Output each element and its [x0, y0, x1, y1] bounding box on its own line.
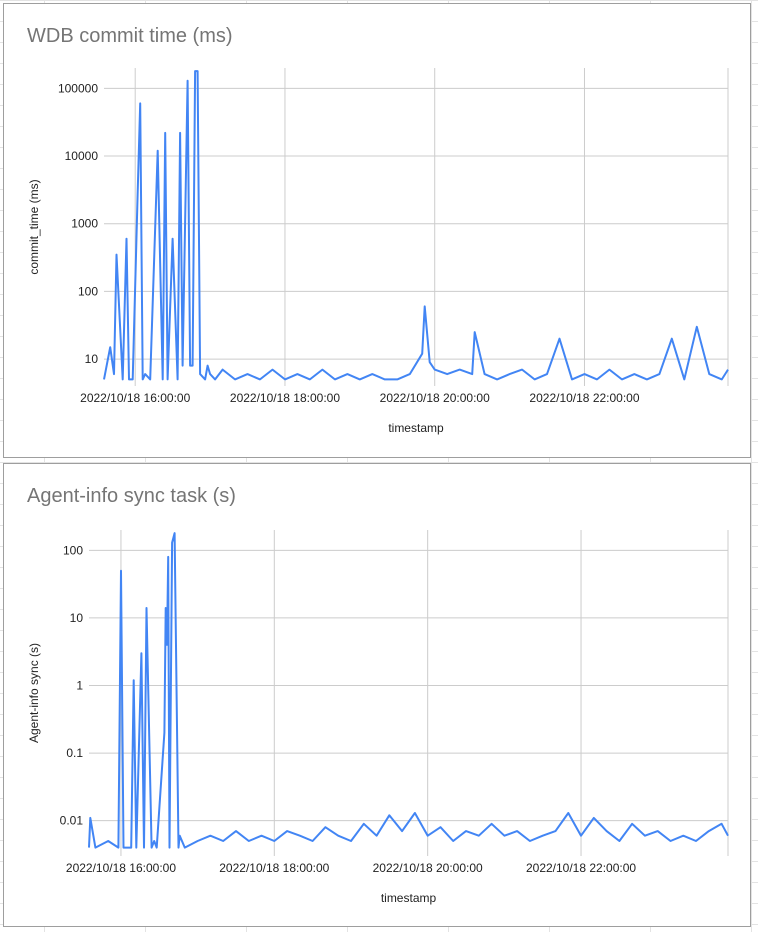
y-tick-label: 10: [85, 352, 99, 366]
y-tick-label: 1: [76, 679, 83, 693]
agent-info-chart: Agent-info sync task (s) 0.01 0.1 1 10 100 20…: [3, 463, 751, 927]
y-tick-label: 100: [63, 543, 83, 557]
x-tick-label: 2022/10/18 16:00:00: [80, 391, 190, 405]
agent-info-plot: 0.01 0.1 1 10 100 2022/10/18 16:00:00 2022/10/…: [27, 530, 729, 905]
y-axis-title: commit_time (ms): [27, 179, 41, 274]
y-tick-label: 100: [78, 284, 98, 298]
commit-time-chart: WDB commit time (ms) 10 100 1000 10000 10000…: [3, 3, 751, 458]
x-tick-label: 2022/10/18 18:00:00: [230, 391, 340, 405]
x-axis-title: timestamp: [388, 421, 444, 435]
y-tick-label: 10000: [65, 149, 99, 163]
y-tick-label: 10: [70, 611, 84, 625]
y-tick-label: 0.1: [66, 746, 83, 760]
series-line: [103, 70, 729, 381]
chart-title: WDB commit time (ms): [27, 25, 233, 47]
y-axis-title: Agent-info sync (s): [27, 643, 41, 743]
x-tick-label: 2022/10/18 20:00:00: [373, 861, 483, 875]
y-tick-label: 0.01: [60, 814, 84, 828]
x-tick-label: 2022/10/18 16:00:00: [66, 861, 176, 875]
y-tick-label: 100000: [58, 81, 98, 95]
y-tick-label: 1000: [71, 217, 98, 231]
commit-time-plot: 10 100 1000 10000 100000 2022/10/18 16:00:00 2…: [27, 68, 729, 435]
chart-title: Agent-info sync task (s): [27, 485, 236, 507]
x-tick-label: 2022/10/18 18:00:00: [219, 861, 329, 875]
x-tick-label: 2022/10/18 22:00:00: [526, 861, 636, 875]
x-tick-label: 2022/10/18 22:00:00: [529, 391, 639, 405]
x-tick-label: 2022/10/18 20:00:00: [380, 391, 490, 405]
x-axis-title: timestamp: [381, 891, 437, 905]
series-line: [88, 532, 729, 849]
